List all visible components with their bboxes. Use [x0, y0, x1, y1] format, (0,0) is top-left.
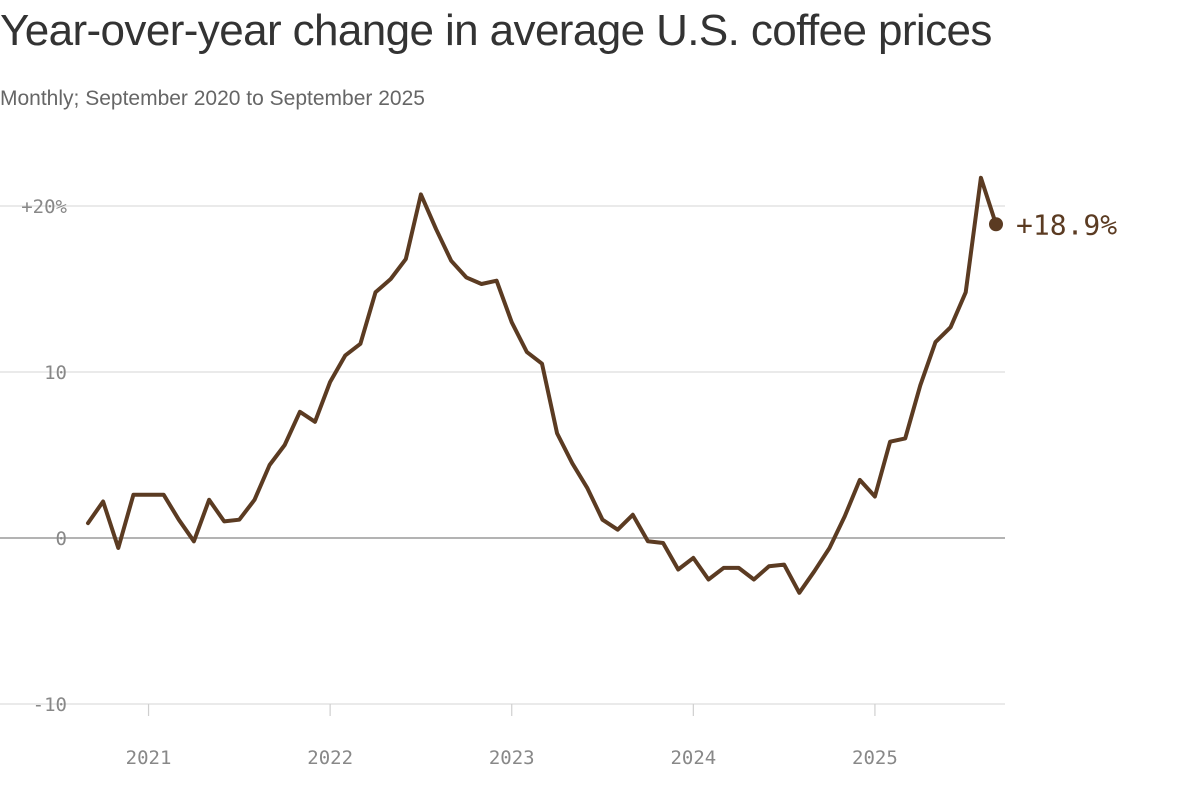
- x-axis: 2021 2022 2023 2024 2025: [126, 704, 898, 769]
- y-axis: +20% 10 0 -10: [21, 196, 67, 716]
- y-tick-label: +20%: [21, 196, 67, 218]
- end-label-layer: +18.9%: [1016, 208, 1117, 241]
- y-tick-label: 0: [56, 528, 67, 550]
- x-tick-label: 2022: [307, 747, 353, 769]
- end-point-marker: [989, 217, 1003, 232]
- y-tick-label: -10: [33, 694, 67, 716]
- series-layer: [86, 175, 1003, 595]
- chart-subtitle: Monthly; September 2020 to September 202…: [0, 87, 425, 110]
- x-tick-label: 2021: [126, 747, 172, 769]
- grid-lines: [0, 205, 1005, 705]
- x-tick-label: 2024: [670, 747, 716, 769]
- x-tick-label: 2023: [489, 747, 535, 769]
- end-value-label: +18.9%: [1016, 208, 1117, 241]
- chart-title: Year-over-year change in average U.S. co…: [0, 6, 992, 55]
- y-tick-label: 10: [44, 362, 67, 384]
- x-tick-label: 2025: [852, 747, 898, 769]
- series-line-coffee-price-change: [86, 175, 998, 595]
